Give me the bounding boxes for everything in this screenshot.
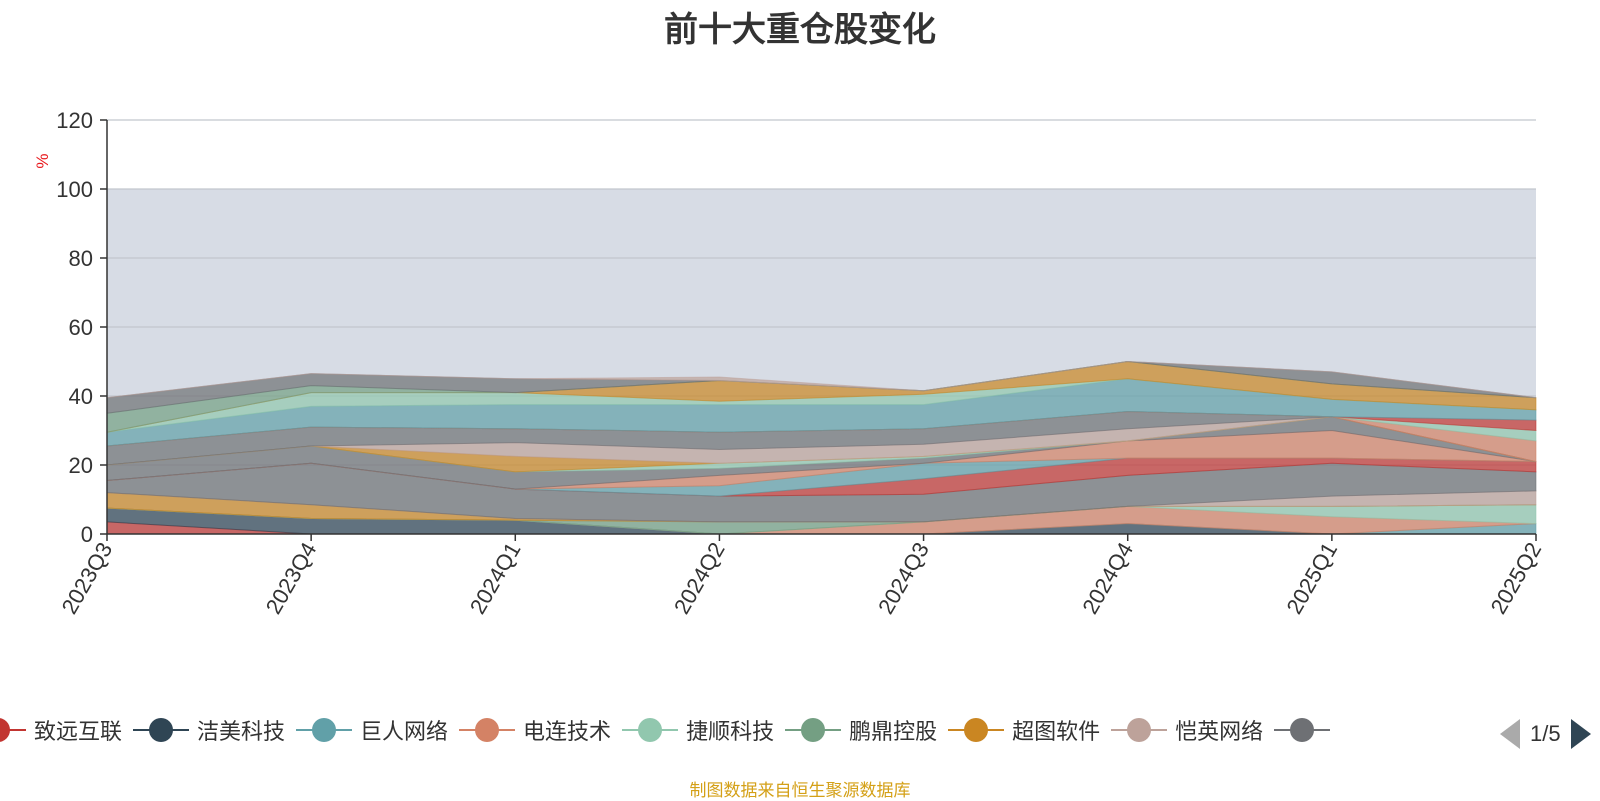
y-tick-label: 80: [69, 246, 93, 271]
legend-marker-icon: [785, 715, 842, 745]
legend-item[interactable]: 鹏鼎控股: [785, 714, 937, 746]
legend-dot: [801, 718, 826, 742]
footer-source: 制图数据来自恒生聚源数据库: [689, 781, 911, 800]
x-tick-label: 2023Q3: [57, 538, 118, 618]
legend-marker-icon: [622, 715, 679, 745]
legend-item[interactable]: 致远互联: [0, 714, 122, 746]
y-tick-label: 20: [69, 453, 93, 478]
legend-label: 电连技术: [523, 719, 612, 744]
x-tick-label: 2023Q4: [261, 538, 322, 618]
legend-dot: [1127, 718, 1152, 742]
x-tick-label: 2024Q4: [1077, 538, 1138, 618]
legend-item[interactable]: 巨人网络: [296, 714, 448, 746]
legend-label: 致远互联: [34, 719, 123, 744]
legend-pager: 1/5: [1500, 716, 1591, 752]
y-tick-label: 60: [69, 315, 93, 340]
y-tick-label: 100: [56, 177, 93, 202]
legend-marker-icon: [948, 715, 1005, 745]
legend-item[interactable]: 洁美科技: [133, 714, 285, 746]
legend-item[interactable]: 捷顺科技: [622, 714, 774, 746]
legend: 致远互联 洁美科技 巨人网络 电连技术 捷顺科技 鹏鼎控股 超图软件 恺英网络: [0, 714, 1486, 754]
legend-dot: [1290, 718, 1315, 742]
y-tick-label: 40: [69, 384, 93, 409]
pager-text: 1/5: [1530, 721, 1561, 746]
legend-label: 洁美科技: [197, 719, 286, 744]
legend-label: 鹏鼎控股: [849, 719, 938, 744]
legend-line: [0, 729, 26, 731]
prev-page-icon[interactable]: [1500, 719, 1520, 749]
x-tick-label: 2025Q2: [1486, 538, 1547, 618]
legend-item[interactable]: [1274, 715, 1338, 745]
legend-marker-icon: [459, 715, 516, 745]
area-series: [106, 360, 1537, 399]
y-axis-label: %: [33, 153, 52, 168]
legend-dot: [964, 718, 989, 742]
legend-marker-icon: [1274, 715, 1331, 745]
legend-marker-icon: [0, 715, 26, 745]
legend-dot: [638, 718, 663, 742]
x-tick-label: 2024Q2: [669, 538, 730, 618]
x-tick-label: 2024Q3: [873, 538, 934, 618]
series-areas: [106, 360, 1537, 535]
x-tick-label: 2024Q1: [465, 538, 526, 618]
x-tick-label: 2025Q1: [1281, 538, 1342, 618]
legend-dot: [149, 718, 174, 742]
legend-marker-icon: [296, 715, 353, 745]
chart-title: 前十大重仓股变化: [664, 11, 936, 49]
legend-dot: [0, 718, 10, 742]
legend-label: 恺英网络: [1175, 719, 1264, 744]
next-page-icon[interactable]: [1570, 719, 1591, 749]
x-tick-labels: 2023Q3 2023Q4 2024Q1 2024Q2 2024Q3 2024Q4 2025…: [57, 538, 1547, 618]
legend-label: 巨人网络: [360, 719, 449, 744]
legend-label: 超图软件: [1012, 719, 1101, 744]
legend-dot: [475, 718, 500, 742]
legend-item[interactable]: 恺英网络: [1111, 714, 1263, 746]
axes: [100, 119, 1537, 541]
stacked-area-chart: 0 20 40 60 80 100 120 2023Q3 2023Q4 2024Q1 2024Q2…: [33, 108, 1547, 618]
legend-item[interactable]: 电连技术: [459, 714, 611, 746]
y-tick-label: 120: [56, 108, 93, 133]
y-tick-label: 0: [81, 522, 93, 547]
y-tick-labels: 0 20 40 60 80 100 120: [56, 108, 93, 547]
legend-marker-icon: [133, 715, 190, 745]
legend-item[interactable]: 超图软件: [948, 714, 1100, 746]
legend-marker-icon: [1111, 715, 1168, 745]
legend-label: 捷顺科技: [686, 719, 775, 744]
legend-dot: [312, 718, 337, 742]
